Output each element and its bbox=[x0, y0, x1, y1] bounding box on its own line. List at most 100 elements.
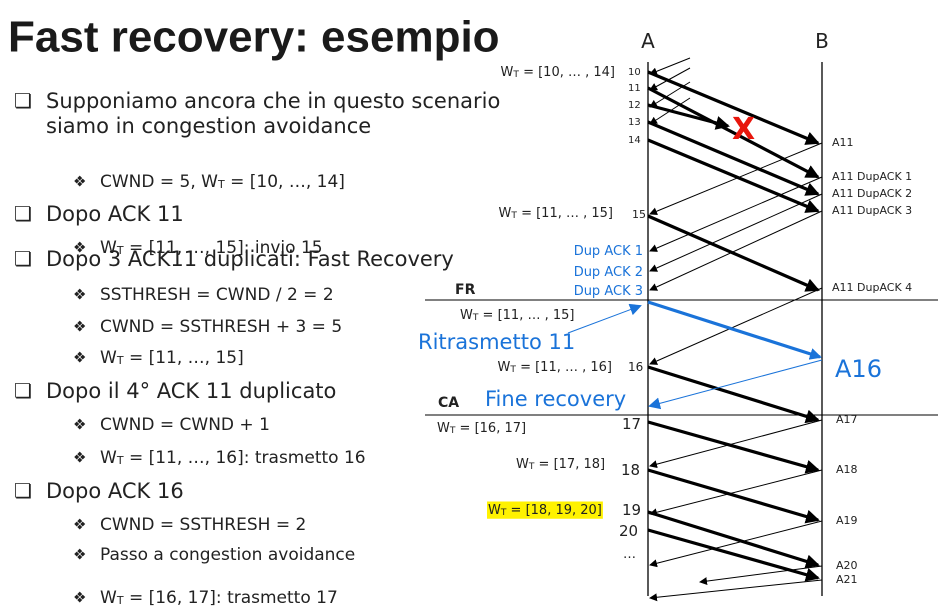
lost-segment-arrow bbox=[647, 103, 730, 130]
diagram-label: Dup ACK 1 bbox=[574, 244, 643, 259]
text-part: FR bbox=[455, 282, 476, 298]
diagram-label: A bbox=[641, 29, 655, 53]
bullet-marker: ❏ bbox=[14, 202, 32, 226]
retransmit-arrow bbox=[647, 300, 822, 360]
diagram-label: … bbox=[623, 547, 636, 562]
segment-arrow bbox=[647, 138, 820, 213]
subscript: T bbox=[449, 426, 456, 436]
ack-arrow bbox=[649, 579, 823, 602]
text-part: = [11, …, 15]: invio 15 bbox=[124, 238, 323, 258]
text-part: A bbox=[641, 29, 655, 53]
text-part: B bbox=[815, 29, 829, 53]
diagram-label: 15 bbox=[632, 208, 646, 221]
text-part: Dup ACK 2 bbox=[574, 265, 643, 280]
ack-arrow bbox=[649, 419, 823, 469]
text-part: W bbox=[501, 65, 514, 80]
text-part: = [11, … , 15] bbox=[517, 206, 613, 221]
ack-arrow bbox=[649, 176, 823, 252]
text-part: Ritrasmetto 11 bbox=[418, 330, 575, 354]
sub-bullet-marker: ❖ bbox=[73, 589, 86, 607]
subscript: T bbox=[509, 365, 516, 375]
text-part: A19 bbox=[836, 514, 858, 527]
ack-arrow bbox=[649, 469, 823, 517]
text-part: A11 bbox=[832, 136, 854, 149]
text-part: 11 bbox=[628, 83, 641, 94]
diagram-label: A21 bbox=[836, 573, 858, 586]
sub-bullet-marker: ❖ bbox=[73, 318, 86, 336]
subscript: T bbox=[116, 454, 124, 467]
text-part: = [16, 17] bbox=[455, 421, 526, 436]
diagram-label: A20 bbox=[836, 559, 858, 572]
segment-arrow bbox=[647, 468, 820, 524]
text-part: 19 bbox=[622, 501, 641, 519]
bullet-marker: ❏ bbox=[14, 479, 32, 503]
sequence-diagram bbox=[425, 57, 938, 602]
bullet-marker: ❏ bbox=[14, 89, 32, 113]
text-part: = [18, 19, 20] bbox=[506, 503, 601, 518]
subscript: T bbox=[116, 244, 124, 257]
text-part: A11 DupACK 1 bbox=[832, 170, 912, 183]
text-part: = [11, …, 15] bbox=[124, 348, 244, 368]
text-part: = [10, …, 14] bbox=[225, 172, 345, 192]
ack-arrow bbox=[649, 193, 823, 272]
sub-bullet-marker: ❖ bbox=[73, 449, 86, 467]
ack-arrow bbox=[649, 287, 823, 365]
ack-arrow bbox=[649, 67, 691, 91]
bullet-text: Dopo 3 ACK11 duplicati: Fast Recovery bbox=[46, 247, 454, 271]
text-part: W bbox=[100, 238, 117, 258]
text-part: A20 bbox=[836, 559, 858, 572]
subscript: T bbox=[472, 313, 479, 323]
text-part: Passo a congestion avoidance bbox=[100, 545, 355, 565]
sub-bullet-marker: ❖ bbox=[73, 173, 86, 191]
text-part: = [10, … , 14] bbox=[519, 65, 615, 80]
diagram-label: A17 bbox=[836, 413, 858, 426]
text-part: = [16, 17]: trasmetto 17 bbox=[124, 588, 338, 608]
subscript: T bbox=[217, 178, 225, 191]
diagram-label: WT = [16, 17] bbox=[437, 421, 526, 436]
sub-bullet-text: CWND = 5, WT = [10, …, 14] bbox=[100, 172, 345, 192]
text-part: CWND = 5, W bbox=[100, 172, 218, 192]
diagram-label: A18 bbox=[836, 463, 858, 476]
text-part: CWND = CWND + 1 bbox=[100, 415, 270, 435]
subscript: T bbox=[512, 70, 519, 80]
text-part: 10 bbox=[628, 67, 641, 78]
text-part: A21 bbox=[836, 573, 858, 586]
text-part: CWND = SSTHRESH = 2 bbox=[100, 515, 306, 535]
sub-bullet-text: CWND = SSTHRESH + 3 = 5 bbox=[100, 317, 342, 337]
diagram-label: A11 bbox=[832, 136, 854, 149]
sub-bullet-text: WT = [11, …, 15] bbox=[100, 348, 244, 368]
diagram-label: Ritrasmetto 11 bbox=[418, 330, 575, 354]
highlight bbox=[487, 501, 603, 519]
diagram-label: FR bbox=[455, 282, 476, 298]
diagram-label: 12 bbox=[628, 100, 641, 111]
text-part: = [17, 18] bbox=[534, 457, 605, 472]
text-part: A11 DupACK 2 bbox=[832, 187, 912, 200]
segment-arrow bbox=[647, 365, 820, 424]
sub-bullet-marker: ❖ bbox=[73, 516, 86, 534]
sub-bullet-text: Passo a congestion avoidance bbox=[100, 545, 355, 565]
text-part: W bbox=[100, 588, 117, 608]
text-part: 16 bbox=[628, 360, 643, 374]
segment-arrow bbox=[647, 214, 820, 292]
diagram-label: A11 DupACK 1 bbox=[832, 170, 912, 183]
text-part: SSTHRESH = CWND / 2 = 2 bbox=[100, 285, 334, 305]
diagram-label: CA bbox=[438, 395, 459, 411]
sub-bullet-marker: ❖ bbox=[73, 286, 86, 304]
sub-bullet-text: SSTHRESH = CWND / 2 = 2 bbox=[100, 285, 334, 305]
segment-arrow bbox=[647, 70, 820, 145]
ack-arrow bbox=[699, 565, 823, 586]
fine-recovery-arrow bbox=[648, 359, 823, 410]
bullet-marker: ❏ bbox=[14, 247, 32, 271]
sub-bullet-text: CWND = CWND + 1 bbox=[100, 415, 270, 435]
text-part: = [11, … , 16] bbox=[516, 360, 612, 375]
segment-arrow bbox=[647, 528, 820, 582]
text-part: 18 bbox=[621, 461, 640, 479]
text-part: 13 bbox=[628, 117, 641, 128]
sub-bullet-text: WT = [11, …, 15]: invio 15 bbox=[100, 238, 323, 258]
diagram-label: WT = [17, 18] bbox=[516, 457, 605, 472]
diagram-label: A11 DupACK 2 bbox=[832, 187, 912, 200]
text-part: 12 bbox=[628, 100, 641, 111]
text-part: = [11, …, 16]: trasmetto 16 bbox=[124, 448, 366, 468]
text-part: 17 bbox=[622, 415, 641, 433]
